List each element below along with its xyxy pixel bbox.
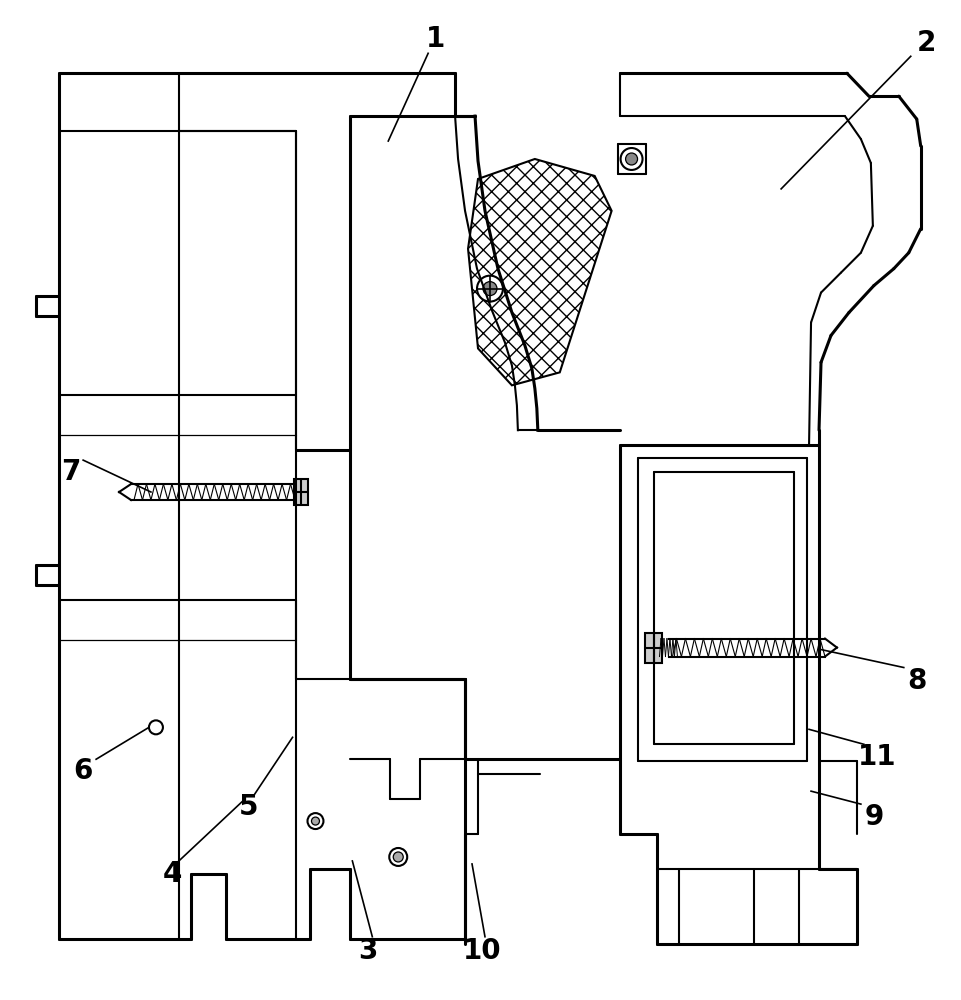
Circle shape: [620, 148, 642, 170]
Circle shape: [477, 276, 503, 302]
Polygon shape: [468, 159, 611, 385]
Text: 3: 3: [358, 937, 378, 965]
Bar: [644, 633, 662, 663]
Text: 4: 4: [163, 860, 183, 888]
Text: 7: 7: [62, 458, 81, 486]
Circle shape: [393, 852, 403, 862]
Text: 5: 5: [238, 793, 259, 821]
Text: 10: 10: [462, 937, 501, 965]
Circle shape: [482, 282, 497, 296]
Circle shape: [311, 817, 319, 825]
Circle shape: [308, 813, 323, 829]
Text: 6: 6: [73, 757, 93, 785]
Text: 9: 9: [863, 803, 882, 831]
Circle shape: [625, 153, 637, 165]
Bar: [293, 479, 308, 505]
Text: 2: 2: [916, 29, 935, 57]
Text: 8: 8: [906, 667, 925, 695]
Text: 11: 11: [856, 743, 896, 771]
Circle shape: [149, 720, 162, 734]
Circle shape: [389, 848, 407, 866]
Text: 1: 1: [425, 25, 444, 53]
